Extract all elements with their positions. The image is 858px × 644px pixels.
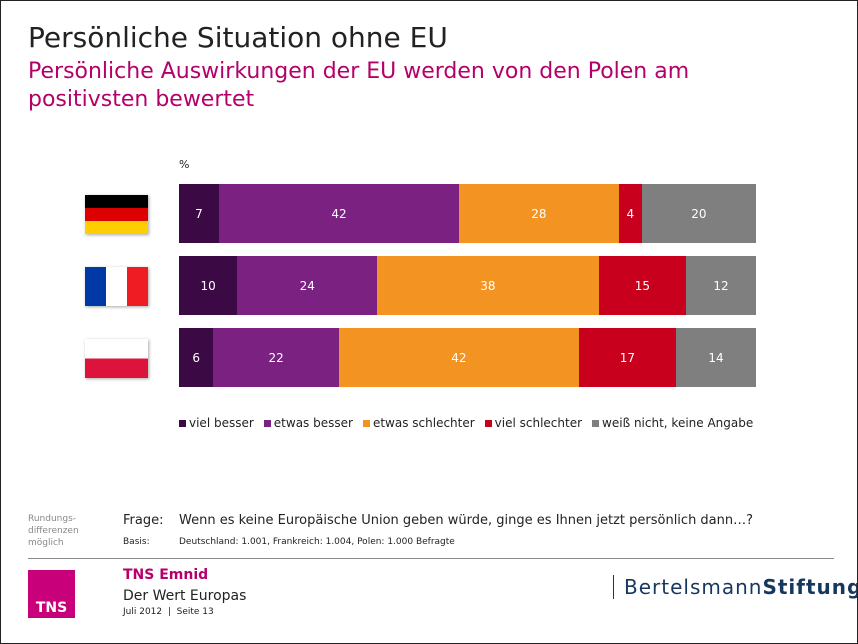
bar-row-deutschland: 7 42 28 4 20	[179, 184, 756, 243]
legend-swatch	[179, 419, 186, 427]
bar-segment: 20	[641, 184, 756, 243]
bar-segment: 6	[179, 328, 214, 387]
divider	[28, 558, 834, 559]
legend-swatch	[263, 419, 271, 427]
bar-segment: 15	[598, 256, 687, 315]
legend-label: viel schlechter	[494, 416, 583, 430]
basis-text: Deutschland: 1.001, Frankreich: 1.004, P…	[179, 537, 455, 547]
unit-label: %	[179, 158, 190, 171]
rounding-note: Rundungs-differenzen möglich	[28, 514, 79, 548]
flag-poland-icon	[85, 339, 148, 378]
study-name: Der Wert Europas	[123, 588, 247, 604]
legend-label: etwas besser	[273, 416, 353, 430]
question-text: Wenn es keine Europäische Union geben wü…	[179, 513, 754, 528]
bar-segment: 7	[179, 184, 219, 243]
data-label: 42	[451, 350, 467, 365]
logo-part-a: Bertelsmann	[624, 575, 763, 599]
flag-france-icon	[85, 267, 148, 306]
legend-item: viel schlechter	[484, 416, 583, 430]
logo-part-b: Stiftung	[762, 575, 858, 599]
basis-label: Basis:	[123, 537, 150, 547]
data-label: 7	[195, 206, 203, 221]
bar-segment: 42	[218, 184, 459, 243]
legend-label: etwas schlechter	[372, 416, 475, 430]
page-title: Persönliche Situation ohne EU	[28, 21, 448, 54]
legend-label: viel besser	[189, 416, 254, 430]
legend-item: weiß nicht, keine Angabe	[592, 416, 753, 430]
data-label: 42	[331, 206, 347, 221]
data-label: 6	[192, 350, 200, 365]
bar-segment: 12	[686, 256, 756, 315]
data-label: 12	[713, 278, 729, 293]
bar-segment: 4	[618, 184, 642, 243]
question-label: Frage:	[123, 513, 164, 528]
data-label: 28	[531, 206, 547, 221]
legend-item: etwas schlechter	[362, 416, 475, 430]
data-label: 24	[299, 278, 315, 293]
legend-label: weiß nicht, keine Angabe	[602, 416, 754, 430]
date-page: Juli 2012 | Seite 13	[123, 607, 214, 617]
legend: viel besser etwas besser etwas schlechter v…	[179, 416, 753, 430]
data-label: 4	[626, 206, 635, 221]
legend-swatch	[362, 419, 370, 427]
bar-segment: 17	[578, 328, 676, 387]
bar-segment: 14	[675, 328, 756, 387]
bar-segment: 42	[338, 328, 579, 387]
bertelsmann-logo: BertelsmannStiftung	[613, 575, 858, 599]
question: Frage: Wenn es keine Europäische Union ge…	[123, 513, 753, 528]
data-label: 38	[480, 278, 496, 293]
tns-logo: TNS	[28, 570, 75, 618]
bar-row-polen: 6 22 42 17 14	[179, 328, 756, 387]
data-label: 17	[619, 350, 636, 365]
bar-row-frankreich: 10 24 38 15 12	[179, 256, 756, 315]
data-label: 10	[200, 278, 216, 293]
basis: Basis: Deutschland: 1.001, Frankreich: 1.…	[123, 537, 455, 547]
bar-segment: 24	[237, 256, 378, 315]
data-label: 22	[268, 350, 284, 365]
legend-item: etwas besser	[263, 416, 353, 430]
flag-germany-icon	[85, 195, 148, 234]
company-name: TNS Emnid	[123, 567, 209, 583]
legend-swatch	[592, 419, 600, 427]
data-label: 15	[634, 278, 650, 293]
bar-segment: 22	[213, 328, 339, 387]
page-subtitle: Persönliche Auswirkungen der EU werden v…	[28, 59, 690, 112]
data-label: 20	[691, 206, 707, 221]
legend-item: viel besser	[179, 416, 254, 430]
legend-swatch	[484, 419, 492, 427]
bar-segment: 10	[179, 256, 238, 315]
bar-segment: 38	[377, 256, 599, 315]
bar-segment: 28	[458, 184, 619, 243]
data-label: 14	[708, 350, 724, 365]
